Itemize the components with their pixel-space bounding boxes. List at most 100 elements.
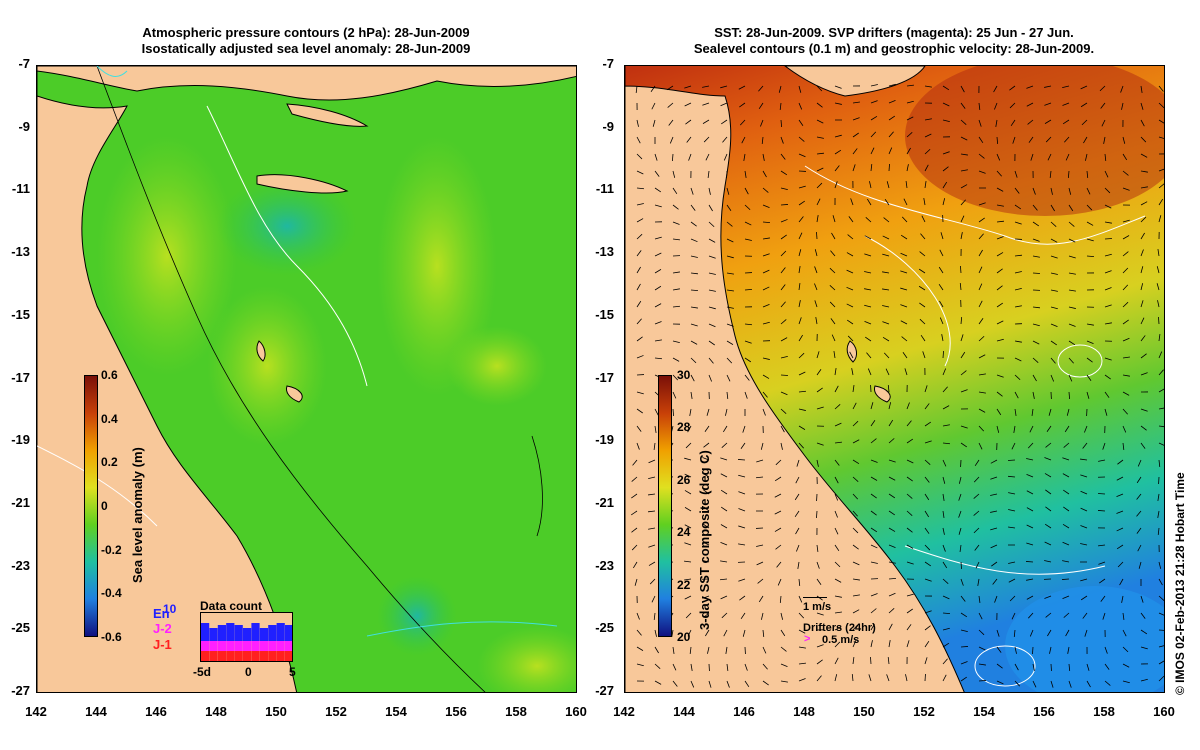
longitude-tick-label: 142 (613, 704, 635, 719)
velocity-arrow (960, 169, 968, 172)
velocity-arrow (1158, 198, 1164, 206)
velocity-arrow (990, 527, 998, 531)
velocity-arrow (1158, 442, 1164, 446)
velocity-arrow (1064, 425, 1070, 433)
velocity-arrow (1116, 527, 1124, 532)
velocity-arrow (780, 391, 788, 396)
velocity-arrow (1158, 561, 1162, 569)
velocity-arrow (725, 408, 728, 416)
velocity-arrow (1157, 510, 1160, 518)
velocity-arrow (1032, 306, 1041, 309)
velocity-arrow (882, 271, 890, 274)
velocity-arrow (702, 457, 710, 461)
left-map-title-line2: Isostatically adjusted sea level anomaly… (141, 41, 471, 56)
longitude-tick-label: 154 (973, 704, 995, 719)
velocity-arrow (888, 438, 895, 444)
velocity-arrow (846, 286, 854, 291)
velocity-arrow (919, 251, 926, 257)
velocity-arrow (888, 83, 896, 87)
velocity-arrow (755, 476, 764, 479)
velocity-arrow (870, 656, 872, 665)
velocity-arrow (924, 476, 930, 483)
velocity-arrow (668, 119, 674, 126)
histogram-bar (259, 651, 268, 661)
longitude-tick-label: 160 (565, 704, 587, 719)
velocity-arrow (942, 595, 950, 600)
histogram-bar (217, 651, 226, 661)
velocity-arrow (780, 629, 786, 637)
velocity-arrow (1048, 408, 1052, 416)
velocity-arrow (1080, 507, 1088, 512)
velocity-arrow (1080, 102, 1088, 108)
velocity-arrow (1156, 266, 1160, 274)
velocity-arrow (689, 646, 692, 654)
longitude-tick-label: 156 (445, 704, 467, 719)
velocity-arrow (798, 334, 803, 342)
velocity-arrow (906, 608, 913, 614)
velocity-arrow (1104, 391, 1110, 398)
velocity-arrow (762, 187, 769, 193)
velocity-arrow (978, 391, 986, 394)
data-count-title: Data count (200, 599, 263, 613)
velocity-arrow (1098, 561, 1106, 565)
velocity-arrow (1140, 646, 1148, 650)
velocity-arrow (846, 319, 854, 325)
velocity-arrow (1158, 578, 1163, 586)
velocity-arrow (780, 355, 788, 359)
velocity-arrow (1140, 317, 1145, 325)
velocity-arrow (798, 662, 806, 665)
legend-envisat: En (153, 606, 170, 621)
velocity-arrow (996, 252, 1004, 257)
velocity-arrow (870, 476, 878, 481)
velocity-arrow (1104, 646, 1108, 654)
velocity-arrow (798, 232, 803, 240)
latitude-tick-label: -13 (595, 244, 614, 260)
colorbar-tick-label: -0.4 (101, 586, 122, 601)
velocity-arrow (906, 593, 914, 597)
velocity-arrow (1027, 442, 1034, 449)
velocity-arrow (780, 301, 786, 308)
velocity-arrow (690, 187, 694, 195)
velocity-arrow (1080, 578, 1088, 582)
velocity-arrow (780, 187, 788, 191)
velocity-arrow (760, 442, 764, 450)
velocity-arrow (978, 373, 986, 376)
histogram-bar (276, 623, 285, 641)
velocity-arrow (920, 334, 926, 342)
velocity-arrow (816, 215, 819, 223)
velocity-arrow (757, 578, 764, 584)
velocity-arrow (942, 424, 950, 427)
velocity-arrow (834, 165, 840, 172)
velocity-arrow (703, 136, 710, 143)
velocity-arrow (690, 340, 698, 345)
velocity-arrow (739, 102, 746, 108)
velocity-arrow (690, 663, 693, 671)
velocity-arrow (780, 612, 784, 620)
velocity-arrow (1122, 319, 1129, 325)
longitude-tick-label: 156 (1033, 704, 1055, 719)
velocity-arrow (1007, 459, 1016, 461)
velocity-arrow (1032, 663, 1035, 671)
velocity-arrow (1032, 255, 1040, 258)
velocity-arrow (1062, 102, 1070, 106)
velocity-arrow (848, 216, 854, 223)
velocity-arrow (1047, 153, 1052, 161)
velocity-arrow (973, 493, 980, 499)
velocity-arrow (780, 319, 787, 325)
velocity-arrow (758, 85, 764, 92)
velocity-arrow (1047, 629, 1052, 637)
velocity-arrow (708, 255, 716, 259)
velocity-arrow (870, 164, 873, 172)
velocity-arrow (1014, 254, 1022, 257)
colorbar-tick-label: 24 (677, 525, 691, 540)
velocity-arrow (779, 595, 782, 604)
velocity-arrow (636, 119, 639, 127)
velocity-arrow (831, 334, 836, 342)
velocity-arrow (942, 102, 950, 107)
velocity-arrow (1050, 323, 1058, 328)
velocity-arrow (1044, 595, 1052, 599)
velocity-arrow (726, 680, 730, 688)
velocity-arrow (1009, 102, 1016, 109)
velocity-arrow (708, 221, 715, 228)
velocity-arrow (852, 510, 858, 517)
